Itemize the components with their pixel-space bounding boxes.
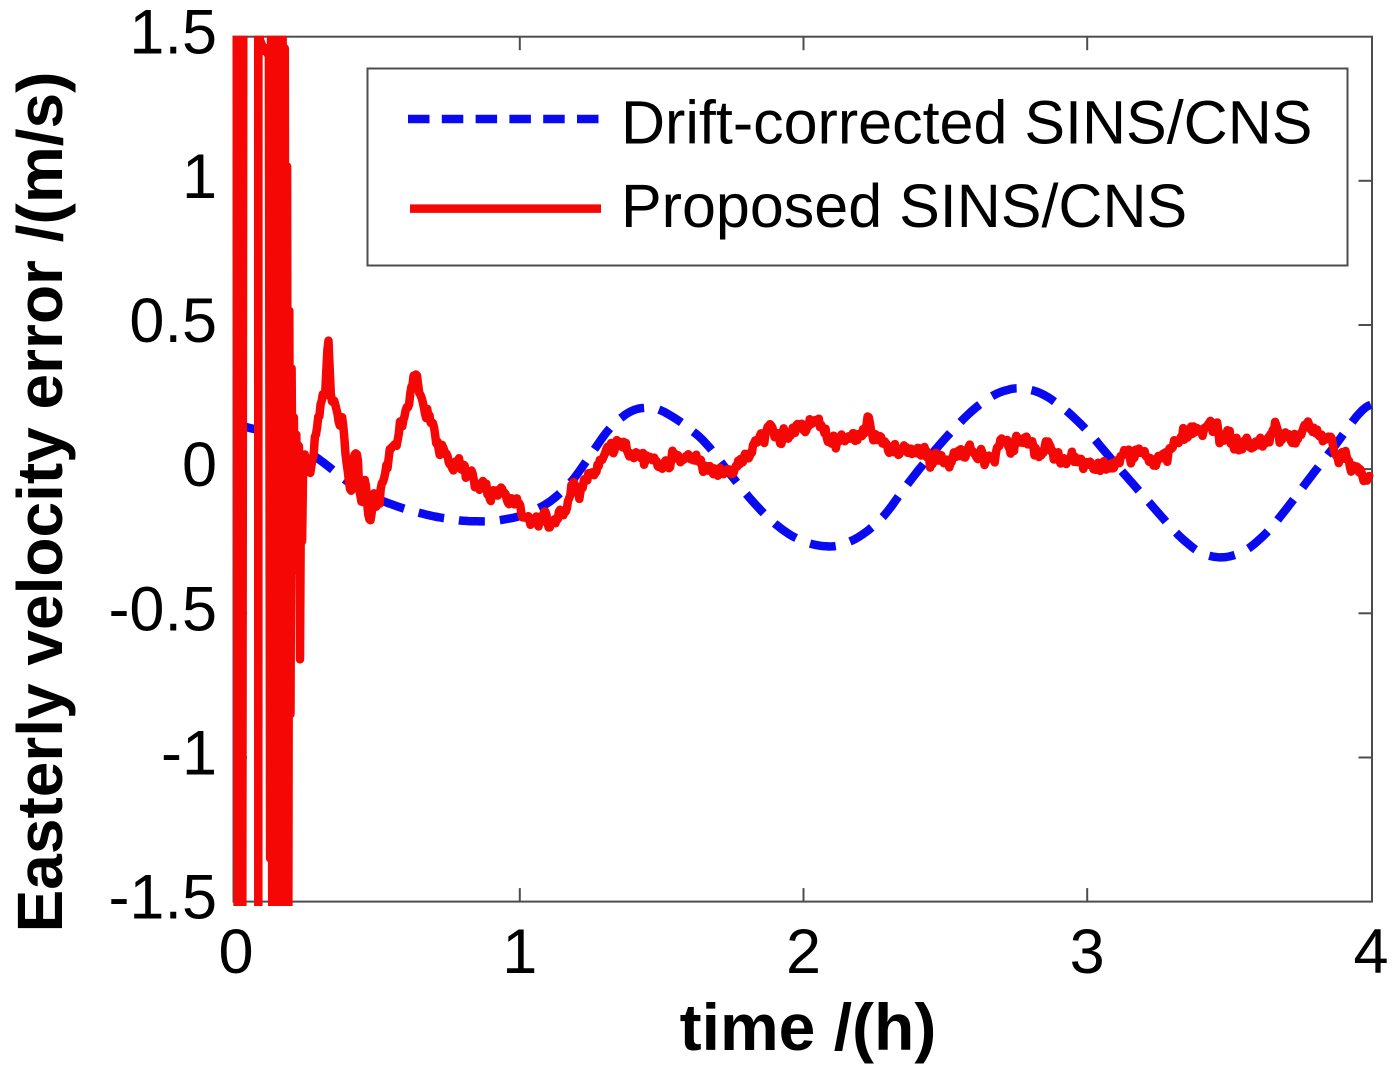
svg-text:3: 3	[1070, 917, 1105, 987]
svg-text:1.5: 1.5	[129, 0, 217, 68]
svg-text:-1.5: -1.5	[108, 863, 217, 933]
svg-text:4: 4	[1353, 917, 1388, 987]
svg-text:Easterly velocity error /(m/s): Easterly velocity error /(m/s)	[4, 72, 76, 933]
svg-text:Drift-corrected SINS/CNS: Drift-corrected SINS/CNS	[621, 89, 1312, 157]
svg-text:-1: -1	[161, 719, 217, 789]
svg-text:0.5: 0.5	[129, 286, 217, 356]
svg-text:-0.5: -0.5	[108, 574, 217, 644]
svg-text:Proposed SINS/CNS: Proposed SINS/CNS	[621, 172, 1187, 240]
svg-text:1: 1	[502, 917, 537, 987]
svg-text:0: 0	[218, 917, 253, 987]
svg-text:0: 0	[182, 430, 217, 500]
svg-text:2: 2	[786, 917, 821, 987]
svg-text:time /(h): time /(h)	[680, 990, 937, 1064]
svg-text:1: 1	[182, 142, 217, 212]
